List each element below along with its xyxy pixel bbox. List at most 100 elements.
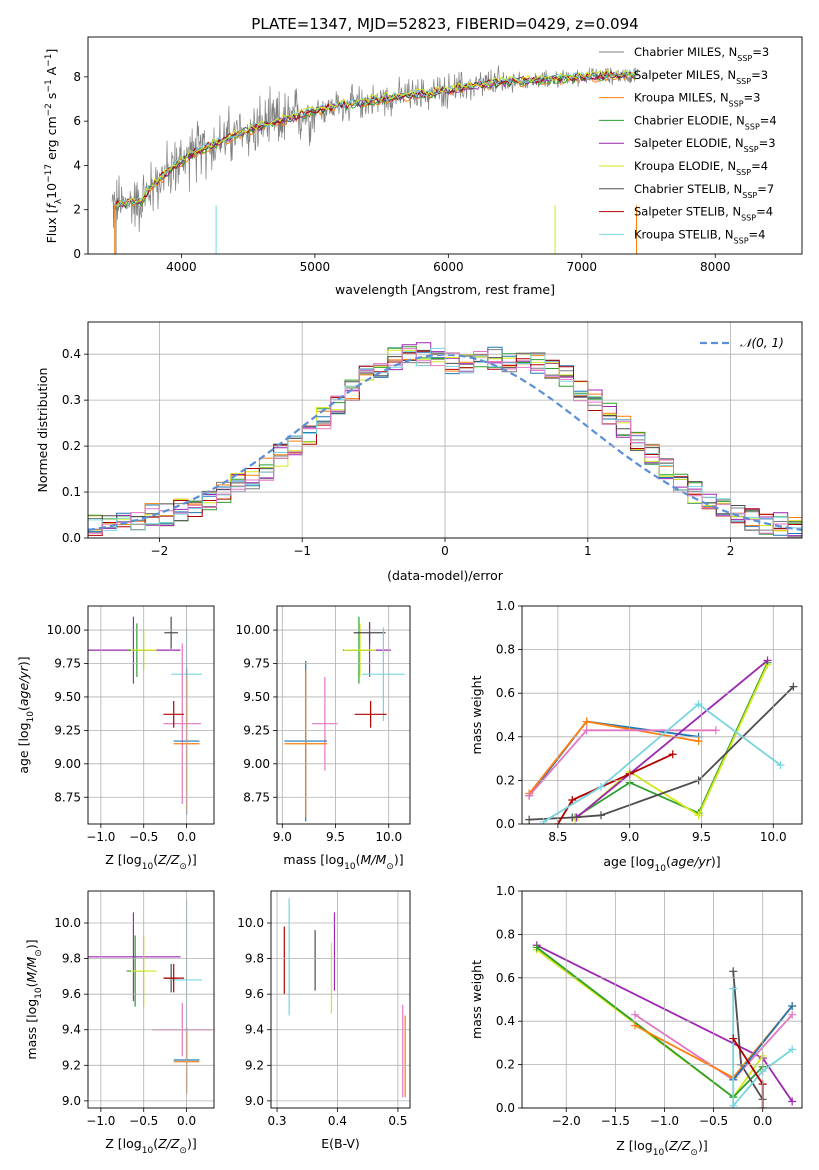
y-tick-label: 0.3 <box>62 393 81 407</box>
legend-label: Chabrier MILES, NSSP=3 <box>634 45 769 63</box>
y-tick-label: 9.50 <box>243 690 270 704</box>
weight-point-marker <box>596 782 605 791</box>
x-axis-label: Z [log10(Z/Z⊙)] <box>105 852 196 872</box>
legend-label: Kroupa MILES, NSSP=3 <box>634 91 760 109</box>
error-bar-point <box>344 623 376 677</box>
weight-point-marker <box>788 1045 797 1054</box>
axes-frame <box>521 605 803 825</box>
y-tick-label: 9.2 <box>62 1058 81 1072</box>
model-fit-line <box>114 72 636 210</box>
x-tick-label: 0 <box>441 544 449 558</box>
y-tick-label: 4 <box>73 158 81 172</box>
y-tick-label: 9.8 <box>245 952 264 966</box>
y-tick-label: 9.0 <box>62 1094 81 1108</box>
y-tick-label: 10.0 <box>237 916 264 930</box>
age_vs_mass-panel: 9.0 9.5 10.0 8.75 9.00 9.25 9.50 9.75 10.00 mass … <box>236 605 411 872</box>
x-tick-label: 1 <box>584 544 592 558</box>
weight-point-marker <box>729 984 738 993</box>
y-tick-label: 0.4 <box>496 1014 515 1028</box>
y-tick-label: 9.00 <box>54 757 81 771</box>
x-tick-label: 9.5 <box>692 830 711 844</box>
weight-point-marker <box>532 943 541 952</box>
weight-series-line <box>574 664 769 821</box>
age_vs_Z-plot-area <box>88 616 202 815</box>
x-tick-label: 7000 <box>567 260 598 274</box>
x-tick-label: 10.0 <box>760 830 787 844</box>
x-tick-label: −1 <box>293 544 311 558</box>
x-tick-label: −2.0 <box>552 1114 581 1128</box>
y-tick-label: 0.0 <box>62 531 81 545</box>
y-tick-label: 8 <box>73 70 81 84</box>
y-tick-label: 9.4 <box>245 1023 264 1037</box>
weight-series <box>539 700 785 824</box>
y-axis-label: mass [log10(M/M⊙)] <box>24 939 44 1059</box>
x-tick-label: −0.5 <box>129 830 158 844</box>
y-tick-label: 8.75 <box>243 790 270 804</box>
y-tick-label: 0.0 <box>496 1101 515 1115</box>
mass_vs_ebv-plot-area <box>283 898 406 1098</box>
figure-title: PLATE=1347, MJD=52823, FIBERID=0429, z=0… <box>251 15 638 33</box>
x-tick-label: 2 <box>727 544 735 558</box>
x-tick-label: 9.0 <box>620 830 639 844</box>
x-axis-label: Z [log10(Z/Z⊙)] <box>105 1136 196 1156</box>
y-tick-label: 10.00 <box>236 623 270 637</box>
x-tick-label: 0.0 <box>177 1114 196 1128</box>
model-fit-line <box>114 71 636 210</box>
model-fit-line <box>114 69 636 207</box>
weight-point-marker <box>776 761 785 770</box>
x-tick-label: −0.5 <box>699 1114 728 1128</box>
weight-point-marker <box>668 750 677 759</box>
y-tick-label: 9.75 <box>243 657 270 671</box>
legend-label: Chabrier ELODIE, NSSP=4 <box>634 113 777 130</box>
y-tick-label: 0.8 <box>496 927 515 941</box>
x-axis-label: E(B-V) <box>321 1136 360 1151</box>
weight-series-line <box>543 702 782 823</box>
x-axis-label: (data-model)/error <box>387 568 504 583</box>
weight-point-marker <box>525 791 534 800</box>
x-tick-label: 0.4 <box>328 1114 347 1128</box>
weight-point-marker <box>539 817 548 824</box>
x-axis-label: wavelength [Angstrom, rest frame] <box>335 282 555 297</box>
x-tick-label: 0.0 <box>177 830 196 844</box>
y-axis-label: Flux [fλ10−17 erg cm−2 s−1 A−1] <box>44 49 64 244</box>
weight-point-marker <box>729 967 738 976</box>
observed-spectrum-line <box>111 65 639 233</box>
y-axis-label: mass weight <box>469 960 484 1039</box>
age_vs_mass-plot-area <box>284 616 405 822</box>
legend-label: Kroupa ELODIE, NSSP=4 <box>634 159 768 177</box>
x-tick-label: 0.5 <box>388 1114 407 1128</box>
y-tick-label: 8.75 <box>54 790 81 804</box>
model-fit-line <box>114 73 636 208</box>
legend-label: Kroupa STELIB, NSSP=4 <box>634 227 765 245</box>
y-tick-label: 0.6 <box>496 971 515 985</box>
y-tick-label: 9.8 <box>62 952 81 966</box>
x-tick-label: 4000 <box>166 260 197 274</box>
weight-point-marker <box>789 682 798 691</box>
y-tick-label: 0.0 <box>496 817 515 831</box>
y-tick-label: 6 <box>73 114 81 128</box>
y-tick-label: 0.8 <box>496 643 515 657</box>
weight-point-marker <box>788 1097 797 1106</box>
y-tick-label: 1.0 <box>496 884 515 898</box>
weight-point-marker <box>711 726 720 735</box>
mass_vs_Z-plot-area <box>88 899 213 1094</box>
weight-series-line <box>732 988 793 1108</box>
weight-point-marker <box>568 796 577 805</box>
error-bar-point <box>88 912 181 1002</box>
legend-label: Chabrier STELIB, NSSP=7 <box>634 182 774 200</box>
error-bar-point <box>353 622 386 644</box>
y-tick-label: 1.0 <box>496 599 515 613</box>
axes-frame <box>270 890 411 1109</box>
y-tick-label: 0 <box>73 247 81 261</box>
y-tick-label: 0.2 <box>496 1058 515 1072</box>
x-axis-label: age [log10(age/yr)] <box>603 854 720 874</box>
x-tick-label: 0.3 <box>267 1114 286 1128</box>
error-bar-point <box>163 963 184 993</box>
y-tick-label: 0.2 <box>496 773 515 787</box>
axes-frame <box>521 890 803 1109</box>
weight-point-marker <box>582 726 591 735</box>
y-tick-label: 0.4 <box>496 730 515 744</box>
error-bar-point <box>164 616 178 649</box>
y-tick-label: 9.0 <box>245 1094 264 1108</box>
x-tick-label: 5000 <box>300 260 331 274</box>
